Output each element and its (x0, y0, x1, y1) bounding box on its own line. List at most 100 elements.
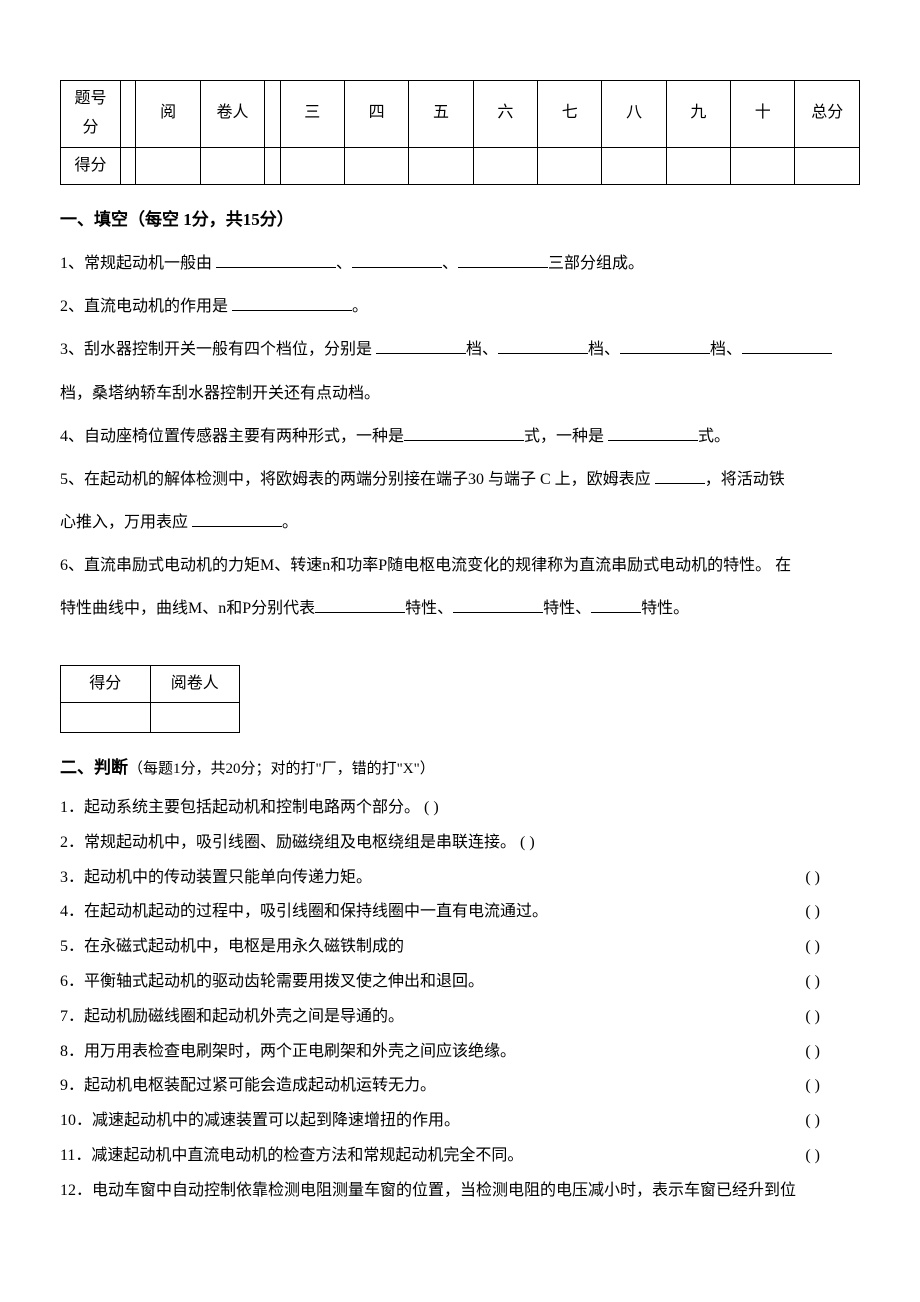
empty-cell (473, 147, 537, 185)
tf-question-1: 1．起动系统主要包括起动机和控制电路两个部分。 ( ) (60, 794, 860, 823)
header-cell (265, 81, 280, 148)
subtable-h2: 阅卷人 (150, 665, 240, 703)
subtable-h1: 得分 (61, 665, 151, 703)
empty-cell (795, 147, 860, 185)
q3-sep: 档、 (466, 341, 498, 358)
section2-title: 二、判断（每题1分，共20分；对的打"厂，错的打"X"） (60, 753, 860, 784)
blank (620, 338, 710, 354)
header-cell: 四 (344, 81, 408, 148)
header-cell: 七 (538, 81, 602, 148)
blank (216, 252, 336, 268)
q2-post: 。 (352, 298, 368, 315)
score-subtable: 得分 阅卷人 (60, 665, 240, 734)
tf-text: 6．平衡轴式起动机的驱动齿轮需要用拨叉使之伸出和退回。 (60, 973, 484, 990)
row-label: 得分 (61, 147, 121, 185)
subtable-values (61, 703, 240, 733)
blank (591, 597, 641, 613)
score-table-header-row: 题号分 阅 卷人 三 四 五 六 七 八 九 十 总分 (61, 81, 860, 148)
blank (404, 425, 524, 441)
paren: ( ) (805, 864, 820, 893)
q5-mid: ，将活动铁 (705, 471, 785, 488)
tf-text: 7．起动机励磁线圈和起动机外壳之间是导通的。 (60, 1008, 404, 1025)
question-6-line2: 特性曲线中，曲线M、n和P分别代表特性、特性、特性。 (60, 591, 860, 626)
header-cell: 八 (602, 81, 666, 148)
tf-text: 4．在起动机起动的过程中，吸引线圈和保持线圈中一直有电流通过。 (60, 903, 548, 920)
subtable-header: 得分 阅卷人 (61, 665, 240, 703)
blank (232, 295, 352, 311)
question-4: 4、自动座椅位置传感器主要有两种形式，一种是式，一种是 式。 (60, 419, 860, 454)
blank (352, 252, 442, 268)
tf-text: 3．起动机中的传动装置只能单向传递力矩。 (60, 869, 372, 886)
blank (315, 597, 405, 613)
tf-text: 9．起动机电枢装配过紧可能会造成起动机运转无力。 (60, 1077, 436, 1094)
tf-question-8: 8．用万用表检查电刷架时，两个正电刷架和外壳之间应该绝缘。 ( ) (60, 1038, 860, 1067)
question-5: 5、在起动机的解体检测中，将欧姆表的两端分别接在端子30 与端子 C 上，欧姆表… (60, 462, 860, 497)
header-cell: 九 (666, 81, 730, 148)
empty-cell (538, 147, 602, 185)
header-cell: 六 (473, 81, 537, 148)
empty-cell (200, 147, 264, 185)
q5-line2-post: 。 (282, 514, 298, 531)
blank (458, 252, 548, 268)
tf-question-9: 9．起动机电枢装配过紧可能会造成起动机运转无力。 ( ) (60, 1072, 860, 1101)
blank (608, 425, 698, 441)
q5-line2-pre: 心推入，万用表应 (60, 514, 192, 531)
score-table: 题号分 阅 卷人 三 四 五 六 七 八 九 十 总分 得分 (60, 80, 860, 185)
q3-text: 3、刮水器控制开关一般有四个档位，分别是 (60, 341, 376, 358)
paren: ( ) (805, 898, 820, 927)
header-cell: 卷人 (200, 81, 264, 148)
q6-mid1: 特性、 (405, 600, 453, 617)
blank (498, 338, 588, 354)
header-cell: 三 (280, 81, 344, 148)
tf-text: 10．减速起动机中的减速装置可以起到降速增扭的作用。 (60, 1112, 460, 1129)
tf-question-7: 7．起动机励磁线圈和起动机外壳之间是导通的。 ( ) (60, 1003, 860, 1032)
header-cell: 五 (409, 81, 473, 148)
section2-subtitle: （每题1分，共20分；对的打"厂，错的打"X"） (128, 761, 435, 777)
question-3: 3、刮水器控制开关一般有四个档位，分别是 档、 档、 档、 (60, 332, 860, 367)
tf-question-12: 12．电动车窗中自动控制依靠检测电阻测量车窗的位置，当检测电阻的电压减小时，表示… (60, 1177, 860, 1206)
paren: ( ) (805, 1003, 820, 1032)
q6-text: 6、直流串励式电动机的力矩M、转速n和功率P随电枢电流变化的规律称为直流串励式电… (60, 557, 791, 574)
q4-post: 式。 (698, 428, 730, 445)
q4-text: 4、自动座椅位置传感器主要有两种形式，一种是 (60, 428, 404, 445)
q3-sep3: 档、 (710, 341, 742, 358)
paren: ( ) (805, 968, 820, 997)
header-cell: 总分 (795, 81, 860, 148)
q6-post: 特性。 (641, 600, 689, 617)
empty-cell (280, 147, 344, 185)
question-3-line2: 档，桑塔纳轿车刮水器控制开关还有点动档。 (60, 376, 860, 411)
empty-cell (409, 147, 473, 185)
question-6: 6、直流串励式电动机的力矩M、转速n和功率P随电枢电流变化的规律称为直流串励式电… (60, 548, 860, 583)
paren: ( ) (805, 1038, 820, 1067)
paren: ( ) (805, 1072, 820, 1101)
q6-mid2: 特性、 (543, 600, 591, 617)
paren: ( ) (805, 1142, 820, 1171)
q1-text: 1、常规起动机一般由 (60, 255, 216, 272)
empty-cell (61, 703, 151, 733)
header-cell: 阅 (136, 81, 200, 148)
blank (192, 511, 282, 527)
tf-question-5: 5．在永磁式起动机中，电枢是用永久磁铁制成的( ) (60, 933, 860, 962)
empty-cell (121, 147, 136, 185)
question-2: 2、直流电动机的作用是 。 (60, 289, 860, 324)
tf-question-3: 3．起动机中的传动装置只能单向传递力矩。 ( ) (60, 864, 860, 893)
empty-cell (731, 147, 795, 185)
q2-text: 2、直流电动机的作用是 (60, 298, 232, 315)
tf-text: 1．起动系统主要包括起动机和控制电路两个部分。 ( ) (60, 799, 439, 816)
header-cell: 十 (731, 81, 795, 148)
tf-question-6: 6．平衡轴式起动机的驱动齿轮需要用拨叉使之伸出和退回。 ( ) (60, 968, 860, 997)
q1-post: 三部分组成。 (548, 255, 644, 272)
tf-text: 8．用万用表检查电刷架时，两个正电刷架和外壳之间应该绝缘。 (60, 1043, 516, 1060)
question-5-line2: 心推入，万用表应 。 (60, 505, 860, 540)
tf-question-11: 11．减速起动机中直流电动机的检查方法和常规起动机完全不同。( ) (60, 1142, 860, 1171)
empty-cell (666, 147, 730, 185)
q3-sep2: 档、 (588, 341, 620, 358)
paren: ( ) (805, 933, 820, 962)
q5-text: 5、在起动机的解体检测中，将欧姆表的两端分别接在端子30 与端子 C 上，欧姆表… (60, 471, 655, 488)
q1-sep2: 、 (442, 255, 458, 272)
q3-line2: 档，桑塔纳轿车刮水器控制开关还有点动档。 (60, 385, 380, 402)
empty-cell (602, 147, 666, 185)
header-cell (121, 81, 136, 148)
blank (376, 338, 466, 354)
paren: ( ) (805, 1107, 820, 1136)
